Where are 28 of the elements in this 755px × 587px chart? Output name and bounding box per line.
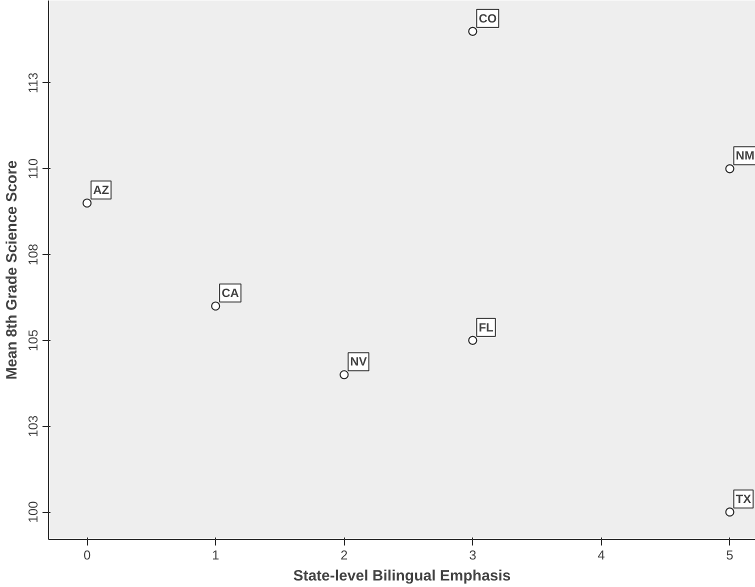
- annotation: AZ: [93, 183, 110, 198]
- annotation: CO: [478, 11, 497, 26]
- x-tick-label: 2: [340, 548, 348, 562]
- x-tick-label: 3: [469, 548, 476, 562]
- y-tick-label: 103: [26, 415, 40, 438]
- point: [340, 370, 349, 380]
- y-tick-label: 110: [26, 158, 40, 180]
- point: [82, 198, 92, 208]
- x-tick-label: 5: [726, 548, 734, 562]
- point: [725, 507, 734, 517]
- annotation: NM: [736, 148, 754, 163]
- y-tick-label: 100: [26, 501, 40, 523]
- y-tick-label: 113: [26, 72, 40, 94]
- point: [725, 164, 734, 174]
- annotation: TX: [736, 492, 752, 506]
- y-tick-label: 108: [26, 244, 40, 266]
- point: [211, 301, 220, 311]
- x-tick-label: 1: [212, 548, 220, 562]
- annotation: NV: [350, 354, 367, 369]
- y-tick-label: 105: [26, 330, 40, 352]
- annotation: CA: [222, 286, 240, 300]
- x-axis-title: State-level Bilingual Emphasis: [293, 568, 511, 584]
- x-tick-label: 4: [598, 548, 605, 562]
- y-axis-title: Mean 8th Grade Science Score: [4, 160, 20, 380]
- x-tick-label: 0: [83, 548, 91, 562]
- point: [468, 336, 478, 345]
- point: [468, 26, 478, 36]
- annotation: FL: [478, 320, 494, 334]
